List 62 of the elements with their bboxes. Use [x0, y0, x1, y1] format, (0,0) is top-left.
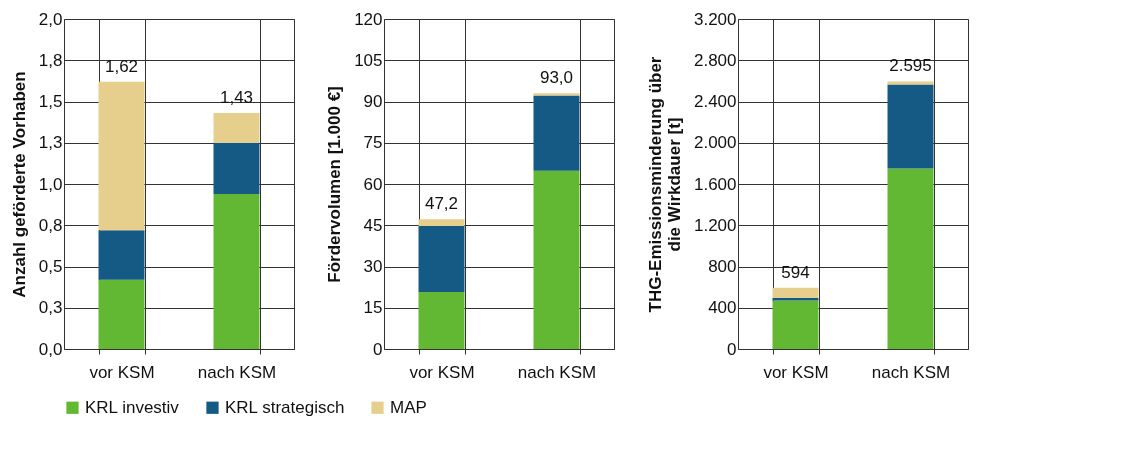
- y-tick-label: 15: [363, 298, 383, 318]
- y-tick-label: 75: [363, 133, 383, 153]
- y-tick-label: 0,3: [38, 298, 63, 318]
- y-axis-title: THG-Emissionsminderung über die Wirkdauer [t]: [645, 56, 684, 313]
- y-tick-label: 90: [363, 92, 383, 111]
- y-tick-label: 1,3: [38, 133, 63, 153]
- bar: [418, 226, 465, 293]
- bar: [213, 113, 260, 143]
- y-tick-label: 1,5: [38, 92, 63, 111]
- y-tick-label: 800: [708, 257, 737, 276]
- y-tick-label: 2.000: [693, 133, 737, 153]
- y-tick-label: 1.200: [693, 215, 737, 235]
- bar: [887, 168, 934, 349]
- legend-label: KRL investiv: [85, 397, 180, 417]
- bar: [887, 84, 934, 169]
- y-axis-title: Fördervolumen [1.000 €]: [325, 86, 345, 283]
- y-tick-label: 1,8: [38, 50, 63, 70]
- bar: [418, 292, 465, 349]
- y-tick-label: 105: [354, 50, 383, 70]
- total-label: 47,2: [424, 194, 459, 214]
- bar: [98, 81, 145, 231]
- y-tick-label: 120: [354, 9, 383, 29]
- total-label: 1,62: [104, 56, 139, 76]
- x-tick-label: vor KSM: [409, 362, 475, 382]
- y-tick-label: 0: [373, 339, 383, 359]
- bar: [772, 287, 819, 299]
- x-tick-label: nach KSM: [197, 362, 277, 382]
- bar: [772, 298, 819, 301]
- bar: [418, 219, 465, 227]
- y-tick-label: 2.400: [693, 92, 737, 111]
- total-label: 594: [781, 262, 810, 282]
- bar: [772, 300, 819, 349]
- y-tick-label: 0,8: [38, 215, 63, 235]
- total-label: 93,0: [539, 68, 574, 88]
- y-tick-label: 0: [727, 339, 737, 359]
- bar: [98, 279, 145, 349]
- x-tick-label: vor KSM: [89, 362, 155, 382]
- x-tick-label: nach KSM: [517, 362, 597, 382]
- bar: [533, 95, 580, 171]
- y-tick-label: 0,5: [38, 257, 63, 276]
- legend-label: MAP: [390, 397, 427, 417]
- x-tick-label: nach KSM: [871, 362, 951, 382]
- bar: [533, 170, 580, 349]
- legend-label: KRL strategisch: [225, 397, 345, 417]
- x-tick-label: vor KSM: [763, 362, 829, 382]
- total-label: 2.595: [889, 56, 932, 76]
- y-tick-label: 1,0: [38, 174, 63, 194]
- y-tick-label: 3.200: [693, 9, 737, 29]
- y-axis-title: Anzahl geförderte Vorhaben: [9, 71, 29, 298]
- y-tick-label: 2.800: [693, 50, 737, 70]
- y-tick-label: 2,0: [38, 9, 63, 29]
- bar: [213, 142, 260, 194]
- bar: [213, 193, 260, 349]
- bar: [887, 81, 934, 85]
- y-tick-label: 45: [363, 215, 383, 235]
- y-tick-label: 0,0: [38, 339, 63, 359]
- y-tick-label: 1.600: [693, 174, 737, 194]
- bar: [98, 230, 145, 280]
- bar: [533, 93, 580, 96]
- y-tick-label: 60: [363, 174, 383, 194]
- y-tick-label: 400: [708, 298, 737, 318]
- y-tick-label: 30: [363, 257, 383, 276]
